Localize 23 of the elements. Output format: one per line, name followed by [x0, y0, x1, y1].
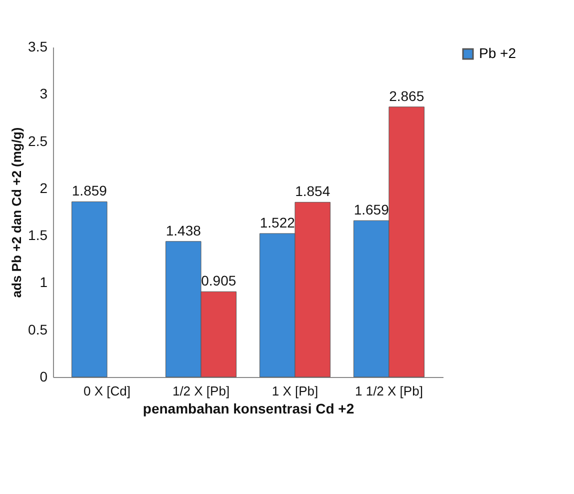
y-tick-label: 1.5 [28, 227, 48, 244]
x-axis-title: penambahan konsentrasi Cd +2 [142, 400, 354, 416]
y-axis-title: ads Pb +2 dan Cd +2 (mg/g) [9, 127, 24, 298]
y-tick-label: 3.5 [28, 38, 48, 54]
x-tick-label: 0 X [Cd] [84, 384, 131, 398]
data-label: 1.854 [295, 183, 330, 200]
y-tick-label: 2.5 [28, 132, 48, 149]
data-label: 1.522 [260, 214, 296, 230]
y-tick-label: 0 [40, 368, 48, 384]
bar [72, 201, 108, 378]
x-tick-label: 1 1/2 X [Pb] [354, 384, 423, 398]
y-tick-label: 2 [40, 180, 48, 196]
data-label: 1.438 [166, 222, 202, 238]
data-label: 2.865 [389, 88, 424, 104]
data-label: 1.659 [354, 202, 390, 218]
y-tick-label: 3 [40, 86, 48, 102]
legend-label: Pb +2 [479, 45, 516, 61]
x-tick-label: 1 X [Pb] [272, 384, 318, 398]
data-label: 0.905 [201, 272, 236, 289]
data-label: 1.859 [72, 182, 108, 199]
x-tick-label: 1/2 X [Pb] [172, 384, 230, 398]
y-tick-label: 1 [40, 274, 48, 290]
y-tick-label: 0.5 [28, 321, 48, 338]
